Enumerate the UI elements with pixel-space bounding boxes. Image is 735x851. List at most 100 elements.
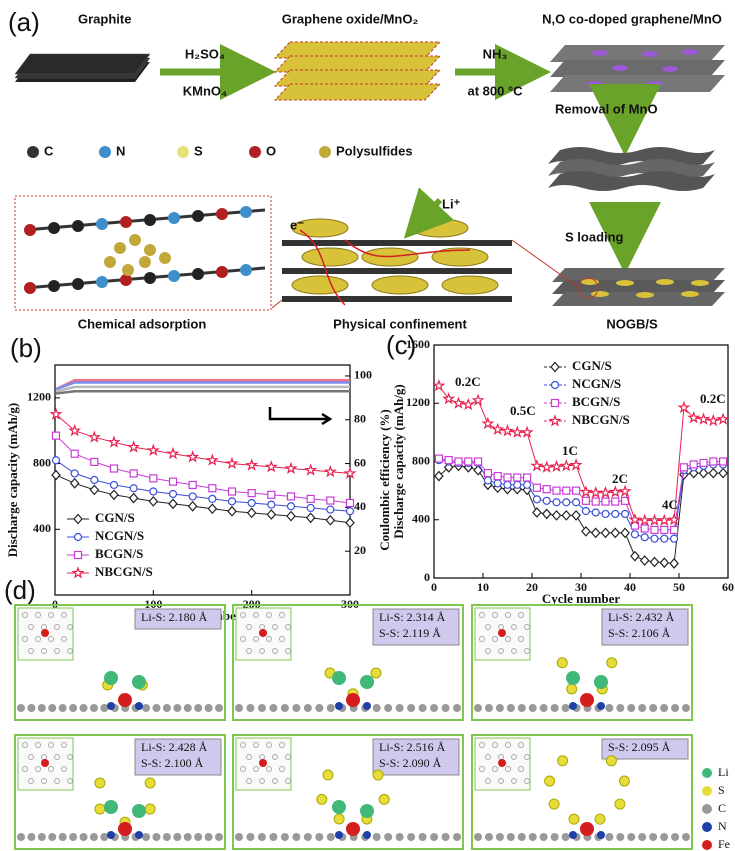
atom (69, 833, 77, 841)
legend-label: C (718, 801, 726, 815)
atom (104, 256, 116, 268)
data-point (710, 458, 717, 465)
legend-label: BCGN/S (572, 394, 620, 409)
data-point (70, 426, 80, 435)
legend-label: NBCGN/S (572, 412, 630, 427)
x-axis-label: Cycle number (542, 591, 621, 606)
atom (235, 704, 243, 712)
data-point (592, 528, 600, 537)
data-point (670, 559, 678, 568)
arrow (270, 407, 330, 424)
atom (327, 704, 335, 712)
atom (48, 833, 56, 841)
data-point (484, 477, 491, 484)
atom (315, 704, 323, 712)
atom (346, 693, 360, 707)
y-tick-label: 1600 (406, 337, 430, 351)
bond-length: Li-S: 2.180 Å (141, 610, 208, 624)
data-point (690, 461, 697, 468)
atom (335, 831, 343, 839)
atom (281, 833, 289, 841)
data-point (562, 511, 570, 520)
atom (17, 833, 25, 841)
data-point (582, 527, 590, 536)
atom (24, 224, 36, 236)
data-point (631, 531, 638, 538)
data-point (90, 432, 100, 441)
data-point (444, 394, 454, 403)
atom (607, 658, 617, 668)
data-point (680, 464, 687, 471)
data-point (622, 510, 629, 517)
data-point (533, 484, 540, 491)
atom (430, 704, 438, 712)
legend-marker (550, 416, 560, 425)
atom (373, 704, 381, 712)
data-point (641, 556, 649, 565)
data-point (572, 511, 580, 520)
data-point (562, 461, 572, 470)
atom (122, 264, 134, 276)
data-point (247, 460, 257, 469)
data-point (533, 496, 540, 503)
atom (145, 778, 155, 788)
atom (453, 704, 461, 712)
data-point (188, 452, 198, 461)
atom (396, 704, 404, 712)
data-point (169, 499, 177, 508)
panel-a: (a) Graphite Graphene oxide/MnO₂ N,O co-… (8, 7, 725, 332)
data-point (503, 426, 513, 435)
data-point (719, 469, 727, 478)
atom (567, 684, 577, 694)
series-line (56, 414, 350, 473)
data-point (651, 535, 658, 542)
data-point (631, 552, 639, 561)
data-point (327, 506, 334, 513)
chart: (b)0100200300400800120020406080100Cycle … (5, 333, 392, 623)
label: KMnO₄ (183, 83, 227, 98)
legend-marker (552, 382, 559, 389)
inset-atom (41, 629, 49, 637)
atom (246, 833, 254, 841)
atom (145, 804, 155, 814)
data-point (455, 458, 462, 465)
data-point (454, 398, 464, 407)
data-point (661, 535, 668, 542)
data-point (287, 512, 295, 521)
data-point (563, 499, 570, 506)
atom (72, 220, 84, 232)
data-point (91, 477, 98, 484)
atom (595, 814, 605, 824)
atom (292, 833, 300, 841)
data-point (189, 493, 196, 500)
atom (27, 833, 35, 841)
data-point (52, 432, 59, 439)
data-point (435, 455, 442, 462)
data-point (327, 497, 334, 504)
legend-atom (702, 840, 712, 850)
data-point (611, 528, 619, 537)
legend-label: Li (718, 765, 729, 779)
y2-axis-label: Coulombic efficiency (%) (377, 409, 392, 551)
data-point (268, 501, 275, 508)
atom (135, 702, 143, 710)
data-point (640, 516, 650, 525)
data-point (542, 462, 552, 471)
data-point (307, 504, 314, 511)
data-point (326, 467, 336, 476)
data-point (130, 470, 137, 477)
atom (615, 799, 625, 809)
data-point (248, 490, 255, 497)
atom (168, 270, 180, 282)
atom (442, 704, 450, 712)
data-point (228, 507, 236, 516)
atom (292, 704, 300, 712)
annotation: 2C (612, 471, 628, 486)
bond-length: S-S: 2.095 Å (608, 740, 671, 754)
atom (184, 704, 192, 712)
atom (168, 212, 180, 224)
legend-marker (551, 363, 559, 372)
atom (48, 280, 60, 292)
data-point (602, 510, 609, 517)
data-point (514, 474, 521, 481)
